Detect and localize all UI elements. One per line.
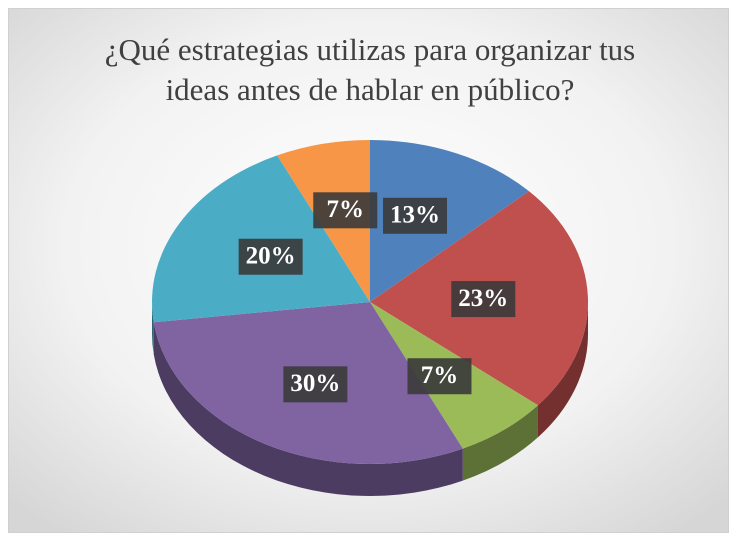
data-label-box [238, 238, 303, 275]
pie-slice-side [153, 322, 463, 496]
data-label-box [283, 366, 348, 403]
data-label: 30% [290, 370, 340, 397]
pie-slice-side [537, 302, 588, 438]
data-label: 23% [458, 285, 508, 312]
data-label: 7% [327, 196, 365, 223]
data-label-box [451, 281, 516, 318]
data-label-box [313, 192, 378, 229]
data-label: 7% [421, 362, 459, 389]
data-label: 13% [390, 202, 440, 229]
data-label: 20% [246, 242, 296, 269]
pie-slice [370, 140, 529, 302]
pie-slice-side [152, 302, 154, 355]
data-label-box [383, 197, 448, 234]
data-label-box [407, 358, 472, 395]
pie-slice-side [462, 405, 538, 481]
chart-title: ¿Qué estrategias utilizas para organizar… [104, 32, 636, 107]
